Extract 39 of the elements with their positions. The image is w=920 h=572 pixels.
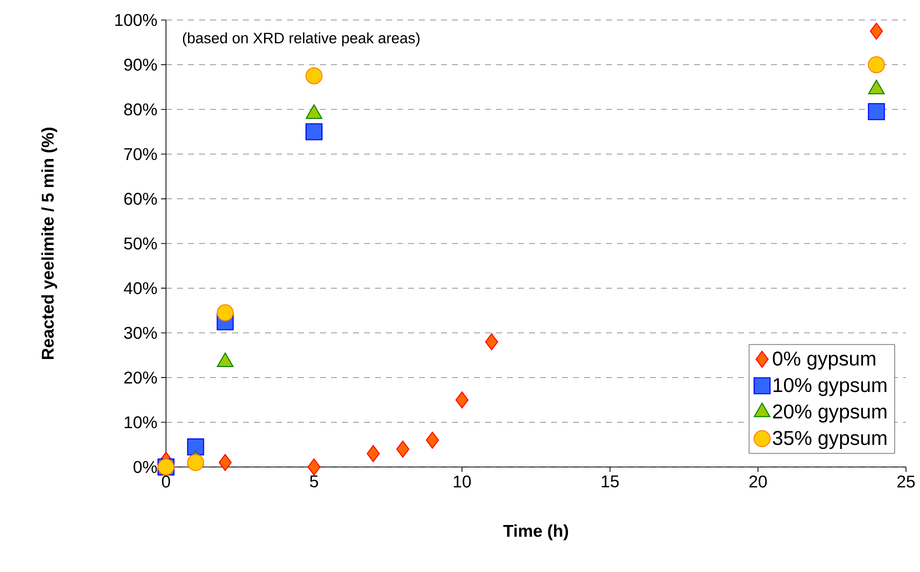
y-tick-label: 60% [124, 192, 157, 205]
x-tick-label: 0 [162, 476, 170, 488]
x-axis-title: Time (h) [503, 524, 568, 540]
point [218, 454, 232, 472]
point [485, 333, 498, 350]
legend-label: 10% gypsum [774, 378, 886, 396]
legend-label: 0% gypsum [772, 352, 876, 370]
point [216, 304, 234, 322]
point [396, 440, 410, 458]
x-tick-label: 25 [897, 476, 915, 488]
point [870, 22, 883, 40]
annotation: (based on XRD relative peak areas) [182, 32, 420, 46]
point [868, 103, 885, 120]
point [187, 454, 204, 472]
x-tick-label: 15 [602, 476, 619, 488]
point [187, 438, 204, 456]
y-tick-label: 90% [124, 58, 157, 71]
point [868, 56, 885, 74]
point [426, 432, 439, 449]
point [308, 458, 321, 476]
point [306, 123, 323, 140]
y-tick-label: 100% [115, 14, 157, 26]
y-tick-label: 50% [124, 237, 157, 250]
point [366, 445, 380, 462]
legend-label: 35% gypsum [772, 430, 886, 450]
x-tick-label: 10 [454, 476, 471, 488]
y-tick-label: 10% [124, 416, 157, 428]
y-tick-label: 0% [134, 460, 157, 474]
legend-label: 20% gypsum [773, 404, 886, 423]
y-tick-label: 40% [124, 282, 157, 294]
point [306, 67, 323, 84]
x-tick-label: 5 [310, 476, 318, 488]
y-tick-label: 80% [124, 103, 157, 116]
x-tick-label: 20 [749, 476, 767, 488]
y-tick-label: 70% [124, 148, 157, 160]
y-tick-label: 20% [124, 372, 157, 384]
point [456, 391, 469, 408]
y-axis-title: Reacted yeelimite / 5 min (%) [41, 128, 58, 360]
y-tick-label: 30% [124, 326, 157, 339]
